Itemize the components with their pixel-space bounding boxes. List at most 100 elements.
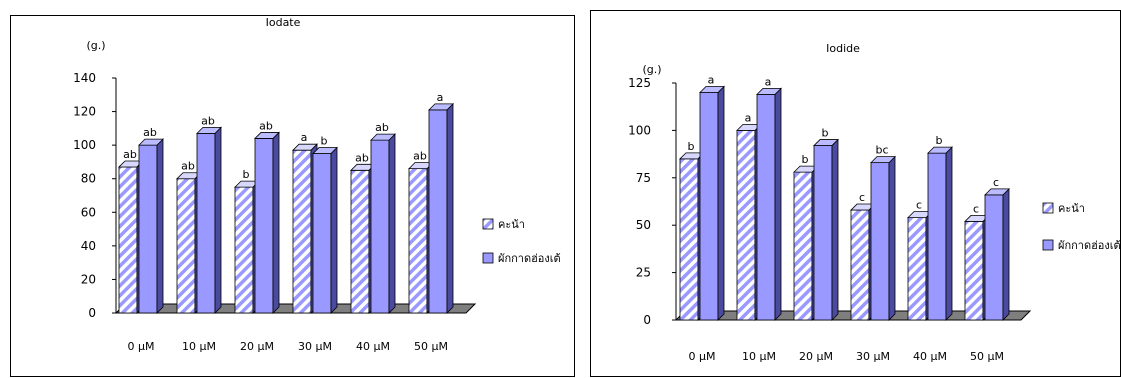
- bar-side: [831, 138, 839, 321]
- legend-label: คะน้า: [498, 218, 525, 231]
- bar-front: [196, 132, 216, 314]
- bar-front: [118, 166, 138, 314]
- bar-side: [214, 126, 222, 314]
- bar-front: [813, 145, 833, 321]
- bar-front: [850, 209, 870, 321]
- y-axis-label: (g.): [86, 39, 105, 52]
- bar-top: [312, 147, 338, 154]
- bar-front: [254, 138, 274, 314]
- bar-front: [984, 194, 1004, 321]
- bar-series-2: [138, 138, 164, 314]
- bar-data-label: a: [437, 91, 444, 104]
- bar-front: [964, 221, 984, 321]
- bar-front: [870, 162, 890, 321]
- y-tick-label: 25: [636, 266, 651, 280]
- bar-data-label: a: [765, 75, 772, 88]
- bar-series-2: [756, 87, 782, 321]
- bar-data-label: ab: [181, 160, 195, 173]
- x-tick-label: 20 μM: [240, 340, 274, 353]
- bar-data-label: ab: [259, 119, 273, 132]
- legend-swatch: [482, 252, 494, 264]
- bar-data-label: ab: [143, 126, 157, 139]
- legend-swatch: [482, 218, 494, 230]
- bar-side: [945, 146, 953, 321]
- bar-front: [699, 92, 719, 321]
- bar-front: [756, 93, 776, 321]
- chart-panel-iodate: 0 20 40 60 80 100 120 140 Iodate (g.) ab ab 0 μM ab ab…: [10, 15, 575, 377]
- bar-data-label: b: [321, 135, 328, 148]
- x-tick-label: 0 μM: [689, 350, 716, 363]
- y-tick-label: 20: [81, 272, 96, 286]
- bar-side: [156, 138, 164, 314]
- bar-series-2: [254, 131, 280, 314]
- bar-series-2: [370, 133, 396, 314]
- bar-front: [350, 169, 370, 314]
- x-tick-label: 10 μM: [182, 340, 216, 353]
- bar-data-label: c: [916, 199, 922, 212]
- y-tick-label: 120: [73, 105, 96, 119]
- bar-top: [870, 156, 896, 164]
- x-tick-label: 50 μM: [414, 340, 448, 353]
- y-tick-label: 0: [643, 313, 651, 327]
- bar-data-label: a: [708, 73, 715, 86]
- bar-top: [254, 132, 280, 139]
- bar-top: [196, 126, 222, 134]
- chart-panel-iodide: 0 25 50 75 100 125 Iodide (g.) b a 0 μM a a 10 μM b b 20…: [590, 10, 1121, 377]
- bar-side: [888, 155, 896, 321]
- bar-side: [774, 87, 782, 321]
- bar-data-label: c: [973, 202, 979, 215]
- bar-data-label: ab: [123, 148, 137, 161]
- legend-label: ผักกาดฮ่องเต้: [498, 252, 561, 265]
- bar-data-label: b: [688, 140, 695, 153]
- bar-top: [428, 103, 454, 111]
- bar-series-2: [870, 155, 896, 321]
- x-tick-label: 30 μM: [298, 340, 332, 353]
- bar-data-label: b: [802, 153, 809, 166]
- bar-data-label: b: [243, 168, 250, 181]
- bar-side: [388, 133, 396, 314]
- bar-side: [1002, 187, 1010, 321]
- bar-front: [176, 178, 196, 314]
- bar-series-2: [428, 102, 454, 314]
- legend-label: คะน้า: [1058, 202, 1085, 215]
- bar-top: [370, 133, 396, 141]
- bar-front: [292, 149, 312, 314]
- bar-series-2: [984, 187, 1010, 321]
- bar-front: [736, 130, 756, 321]
- bar-data-label: c: [859, 191, 865, 204]
- bar-data-label: ab: [375, 121, 389, 134]
- bar-data-label: ab: [355, 151, 369, 164]
- bar-front: [428, 109, 448, 314]
- bar-data-label: b: [936, 134, 943, 147]
- bar-front: [234, 186, 254, 314]
- x-tick-label: 30 μM: [856, 350, 890, 363]
- bar-top: [699, 86, 725, 93]
- bar-data-label: bc: [875, 144, 888, 157]
- bar-front: [679, 158, 699, 321]
- bar-top: [927, 146, 953, 154]
- y-tick-label: 0: [88, 306, 96, 320]
- bar-side: [717, 85, 725, 321]
- bar-top: [138, 138, 164, 146]
- bar-front: [927, 152, 947, 321]
- y-tick-label: 40: [81, 239, 96, 253]
- bar-front: [408, 168, 428, 314]
- y-axis-label: (g.): [642, 63, 661, 76]
- chart-title: Iodate: [266, 16, 301, 29]
- y-tick-label: 80: [81, 172, 96, 186]
- x-tick-label: 0 μM: [128, 340, 155, 353]
- bar-front: [138, 144, 158, 314]
- bar-data-label: c: [993, 176, 999, 189]
- y-tick-label: 50: [636, 218, 651, 232]
- chart-title: Iodide: [826, 42, 860, 55]
- legend-swatch: [1042, 202, 1054, 214]
- legend-swatch: [1042, 239, 1054, 251]
- bar-front: [907, 217, 927, 321]
- x-tick-label: 40 μM: [913, 350, 947, 363]
- bar-top: [984, 188, 1010, 196]
- bar-series-2: [196, 126, 222, 314]
- bar-data-label: b: [822, 127, 829, 140]
- x-tick-label: 50 μM: [970, 350, 1004, 363]
- bar-side: [446, 102, 454, 314]
